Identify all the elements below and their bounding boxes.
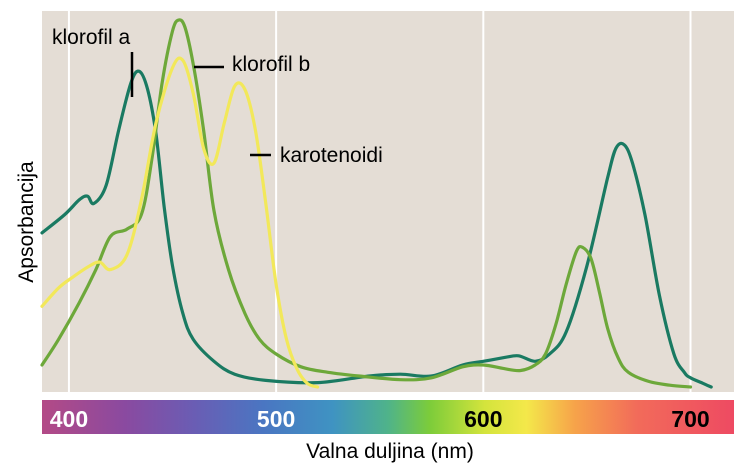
- x-tick-label-700: 700: [671, 406, 709, 432]
- spectrum-color-bar: [42, 400, 734, 434]
- annotation-layer: klorofil a klorofil b karotenoidi: [52, 26, 383, 167]
- series-label-klorofil-b: klorofil b: [232, 53, 310, 76]
- series-label-klorofil-a: klorofil a: [52, 26, 131, 49]
- series-line-klorofil-a: [40, 69, 713, 389]
- series-label-karotenoidi: karotenoidi: [280, 144, 383, 167]
- x-tick-label-400: 400: [50, 406, 88, 432]
- x-tick-labels: 400 500 600 700: [50, 406, 710, 432]
- gridlines: [67, 11, 692, 392]
- x-axis-title: Valna duljina (nm): [306, 440, 474, 463]
- y-axis-title: Apsorbancija: [15, 161, 38, 283]
- x-tick-label-500: 500: [257, 406, 295, 432]
- series-line-klorofil-b: [40, 18, 693, 389]
- series-layer: [40, 18, 713, 389]
- plot-area: [42, 11, 734, 392]
- series-line-karotenoidi: [40, 56, 320, 389]
- x-tick-label-600: 600: [464, 406, 502, 432]
